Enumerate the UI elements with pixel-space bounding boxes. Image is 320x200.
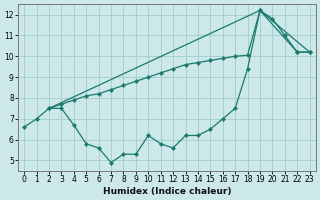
X-axis label: Humidex (Indice chaleur): Humidex (Indice chaleur) — [103, 187, 231, 196]
